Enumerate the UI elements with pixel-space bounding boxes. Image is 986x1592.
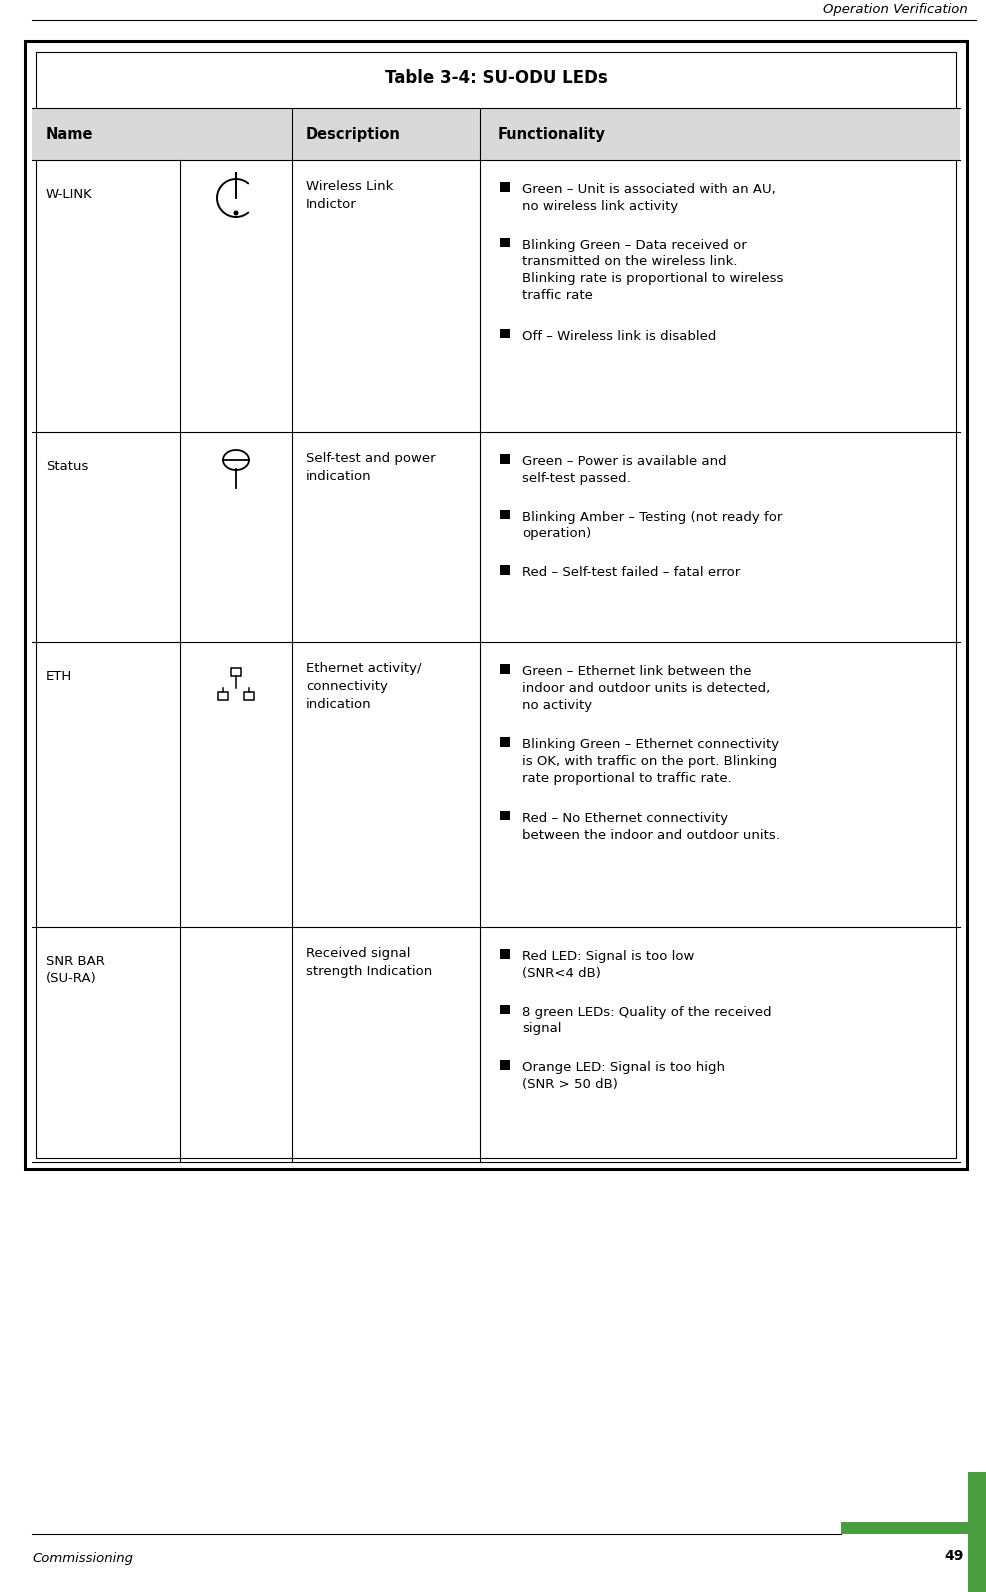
Text: Green – Unit is associated with an AU,
no wireless link activity: Green – Unit is associated with an AU, n… xyxy=(522,183,776,213)
Text: ETH: ETH xyxy=(46,670,72,683)
Bar xyxy=(500,1005,510,1014)
Circle shape xyxy=(234,210,239,215)
Text: W-LINK: W-LINK xyxy=(46,188,93,201)
Text: Table 3-4: SU-ODU LEDs: Table 3-4: SU-ODU LEDs xyxy=(385,68,607,88)
Bar xyxy=(500,181,510,191)
Bar xyxy=(218,693,228,700)
Bar xyxy=(244,693,254,700)
Text: Description: Description xyxy=(306,126,401,142)
Text: Commissioning: Commissioning xyxy=(32,1552,133,1565)
Bar xyxy=(500,454,510,463)
Bar xyxy=(500,949,510,958)
Text: Green – Power is available and
self-test passed.: Green – Power is available and self-test… xyxy=(522,455,727,484)
Bar xyxy=(500,737,510,747)
Text: 49: 49 xyxy=(945,1549,963,1563)
Bar xyxy=(32,108,960,161)
Text: Functionality: Functionality xyxy=(498,126,605,142)
Bar xyxy=(500,810,510,820)
Bar xyxy=(25,41,967,1169)
Text: Blinking Green – Ethernet connectivity
is OK, with traffic on the port. Blinking: Blinking Green – Ethernet connectivity i… xyxy=(522,739,779,785)
Text: Orange LED: Signal is too high
(SNR > 50 dB): Orange LED: Signal is too high (SNR > 50… xyxy=(522,1062,725,1091)
Text: Status: Status xyxy=(46,460,89,473)
Bar xyxy=(500,509,510,519)
Text: Operation Verification: Operation Verification xyxy=(823,3,968,16)
Text: SNR BAR
(SU-RA): SNR BAR (SU-RA) xyxy=(46,955,105,985)
Text: Blinking Amber – Testing (not ready for
operation): Blinking Amber – Testing (not ready for … xyxy=(522,511,782,540)
Text: Self-test and power
indication: Self-test and power indication xyxy=(306,452,436,482)
Text: Red LED: Signal is too low
(SNR<4 dB): Red LED: Signal is too low (SNR<4 dB) xyxy=(522,950,694,979)
Text: Name: Name xyxy=(46,126,94,142)
Text: Wireless Link
Indictor: Wireless Link Indictor xyxy=(306,180,393,212)
Text: Blinking Green – Data received or
transmitted on the wireless link.
Blinking rat: Blinking Green – Data received or transm… xyxy=(522,239,783,302)
Text: Ethernet activity/
connectivity
indication: Ethernet activity/ connectivity indicati… xyxy=(306,662,421,712)
Bar xyxy=(841,1473,968,1522)
Bar xyxy=(500,664,510,673)
Text: Red – Self-test failed – fatal error: Red – Self-test failed – fatal error xyxy=(522,567,740,579)
Text: Received signal
strength Indication: Received signal strength Indication xyxy=(306,947,432,977)
Bar xyxy=(968,1522,986,1592)
Bar xyxy=(500,1060,510,1070)
Text: Green – Ethernet link between the
indoor and outdoor units is detected,
no activ: Green – Ethernet link between the indoor… xyxy=(522,665,770,712)
Bar xyxy=(36,53,956,1157)
Bar xyxy=(500,565,510,575)
Text: 8 green LEDs: Quality of the received
signal: 8 green LEDs: Quality of the received si… xyxy=(522,1006,772,1035)
Text: Red – No Ethernet connectivity
between the indoor and outdoor units.: Red – No Ethernet connectivity between t… xyxy=(522,812,780,842)
Bar xyxy=(500,237,510,247)
Bar xyxy=(841,1473,986,1535)
Bar xyxy=(500,330,510,339)
Text: Off – Wireless link is disabled: Off – Wireless link is disabled xyxy=(522,330,717,342)
Bar xyxy=(231,669,241,677)
